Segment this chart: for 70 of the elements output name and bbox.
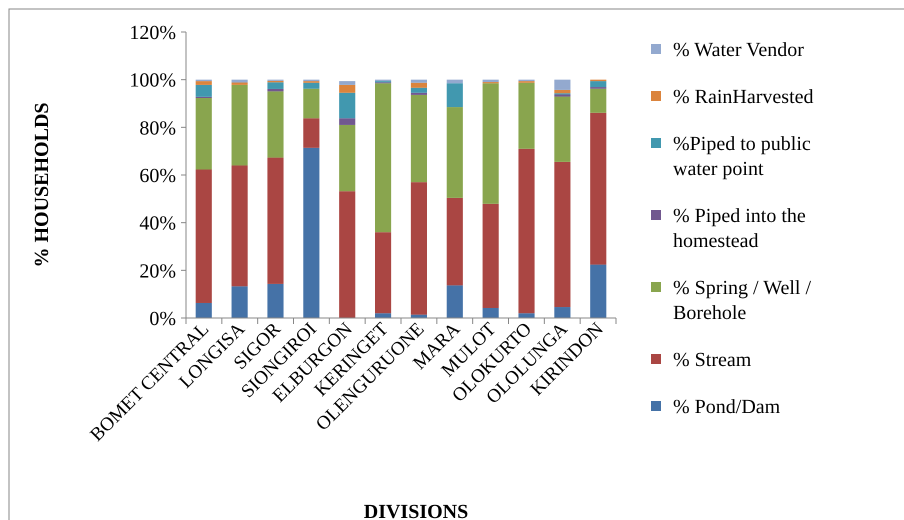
bar	[196, 84, 212, 97]
bar	[410, 80, 427, 83]
y-tick-label: 80%	[139, 117, 176, 140]
bar	[410, 88, 427, 93]
legend-label: % Stream	[673, 349, 752, 371]
bar	[375, 313, 392, 318]
bar	[267, 158, 284, 284]
bar	[590, 81, 606, 88]
bar	[339, 124, 356, 192]
bar	[339, 191, 356, 318]
bar	[303, 118, 320, 148]
bar	[482, 80, 499, 82]
bar	[232, 286, 248, 318]
y-tick-label: 120%	[129, 22, 176, 44]
legend-label: % Spring / Well / Borehole	[673, 277, 812, 324]
y-tick-label: 60%	[139, 165, 176, 187]
bar	[590, 88, 606, 113]
bar	[196, 170, 212, 303]
bar	[303, 82, 320, 89]
bar	[554, 96, 570, 162]
x-axis-title: DIVISIONS	[364, 501, 468, 520]
bar	[446, 198, 463, 286]
bar	[196, 81, 212, 85]
bar	[375, 83, 392, 232]
legend-label: %Piped to public water point	[673, 133, 811, 180]
bar	[196, 98, 212, 170]
bar	[232, 84, 248, 166]
bar	[232, 165, 248, 286]
bar	[410, 82, 427, 88]
bar	[446, 83, 463, 108]
legend-label: % Piped into the homestead	[673, 205, 806, 252]
bar	[267, 82, 284, 89]
bar	[267, 88, 284, 92]
bar	[518, 313, 535, 318]
bar	[339, 81, 356, 85]
bar	[554, 162, 570, 308]
y-tick-label: 0%	[149, 308, 176, 330]
bar	[590, 112, 606, 265]
bar	[518, 82, 535, 149]
bar	[196, 302, 212, 318]
bar	[554, 80, 570, 90]
bar	[303, 148, 320, 318]
bar	[232, 80, 248, 83]
legend-label: % Water Vendor	[673, 39, 804, 61]
legend-label: % RainHarvested	[673, 86, 814, 108]
bar	[267, 91, 284, 158]
bar	[554, 94, 570, 97]
bar	[267, 284, 284, 318]
bar	[446, 285, 463, 318]
y-tick-label: 100%	[129, 70, 176, 92]
bar	[339, 118, 356, 125]
bar	[303, 88, 320, 118]
y-tick-label: 20%	[139, 260, 176, 282]
bar	[410, 182, 427, 315]
bar	[339, 92, 356, 118]
bar	[446, 80, 463, 84]
bar	[482, 204, 499, 308]
bar	[482, 308, 499, 318]
bar	[339, 84, 356, 93]
bar	[410, 94, 427, 182]
bar	[446, 107, 463, 198]
bar	[482, 83, 499, 204]
bar	[554, 90, 570, 94]
y-tick-label: 40%	[139, 212, 176, 235]
y-axis-title: % HOUSEHOLDS	[31, 102, 53, 268]
bar	[518, 148, 535, 314]
bar	[590, 264, 606, 318]
bar	[375, 232, 392, 314]
legend-label: % Pond/Dam	[673, 396, 781, 418]
bar	[554, 307, 570, 318]
